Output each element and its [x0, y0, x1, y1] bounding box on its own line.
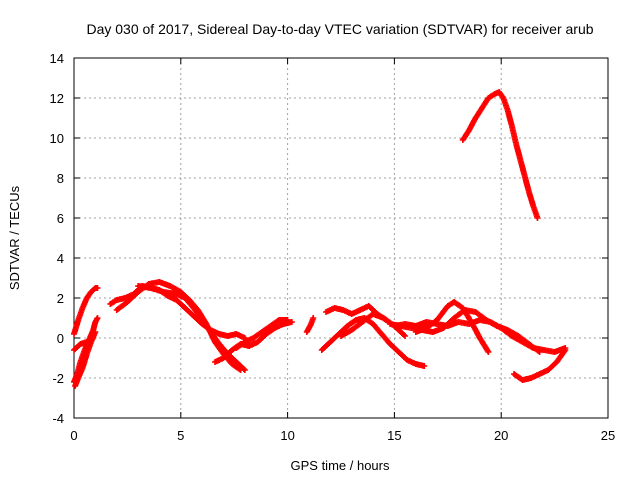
series-arc-14 [511, 347, 569, 383]
series-arc-4 [135, 283, 248, 373]
y-tick-label: 10 [50, 131, 64, 146]
x-tick-label: 0 [70, 428, 77, 443]
data-point [402, 333, 409, 339]
x-tick-label: 10 [280, 428, 294, 443]
chart-title: Day 030 of 2017, Sidereal Day-to-day VTE… [86, 21, 593, 37]
series-arc-1d [71, 335, 97, 353]
data-points [71, 89, 569, 389]
y-tick-label: 12 [50, 91, 64, 106]
data-point [240, 366, 247, 372]
data-point [241, 367, 248, 373]
data-point [288, 319, 295, 325]
x-tick-label: 20 [494, 428, 508, 443]
y-tick-label: -2 [52, 371, 64, 386]
y-tick-label: 6 [57, 211, 64, 226]
grid-lines [74, 58, 608, 418]
x-axis-label: GPS time / hours [291, 458, 390, 473]
y-tick-label: -4 [52, 411, 64, 426]
x-tick-label: 25 [601, 428, 615, 443]
series-arc-1a [71, 285, 101, 337]
y-tick-label: 8 [57, 171, 64, 186]
data-point [421, 363, 428, 369]
series-arc-7 [303, 315, 317, 335]
data-point [485, 349, 492, 355]
data-point [90, 335, 97, 341]
series-arc-1c [72, 329, 99, 389]
series-arc-5 [212, 319, 295, 365]
plot-frame [73, 57, 609, 419]
data-point [534, 215, 541, 221]
data-point [562, 347, 569, 353]
data-point [94, 285, 101, 291]
y-tick-label: 4 [57, 251, 64, 266]
data-point [94, 315, 101, 321]
series-arc-15 [459, 89, 541, 221]
axis-ticks: 0 5 10 15 20 25 -4 -2 0 2 4 6 8 10 12 14 [50, 51, 616, 443]
series-arc-13 [391, 317, 569, 355]
x-tick-label: 15 [387, 428, 401, 443]
y-tick-label: 2 [57, 291, 64, 306]
y-axis-label: SDTVAR / TECUs [7, 185, 22, 290]
y-tick-label: 0 [57, 331, 64, 346]
x-tick-label: 5 [177, 428, 184, 443]
data-point [401, 332, 407, 338]
series-arc-6 [233, 317, 291, 351]
data-point [310, 315, 317, 321]
data-point [284, 317, 291, 323]
data-point [92, 329, 99, 335]
y-tick-label: 14 [50, 51, 64, 66]
